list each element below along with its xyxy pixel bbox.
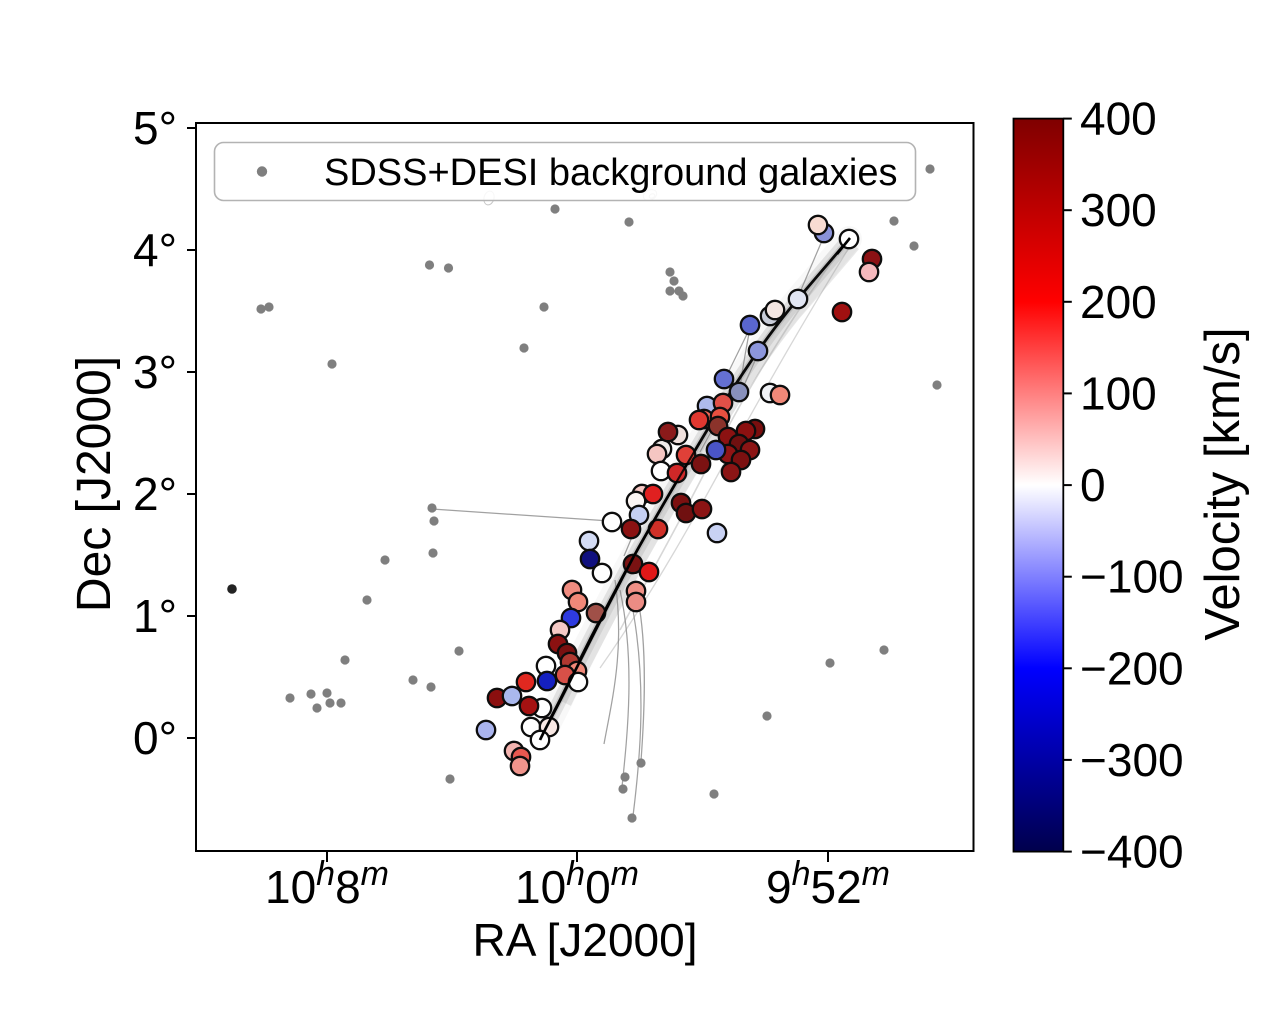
svg-text:Velocity [km/s]: Velocity [km/s] [1196,327,1250,640]
svg-text:−300: −300 [1080,734,1184,786]
svg-text:SDSS+DESI background galaxies: SDSS+DESI background galaxies [324,152,898,194]
svg-text:200: 200 [1080,276,1157,328]
svg-text:300: 300 [1080,184,1157,236]
svg-text:2°: 2° [133,468,177,520]
svg-text:400: 400 [1080,93,1157,145]
svg-text:−100: −100 [1080,551,1184,603]
svg-text:3°: 3° [133,346,177,398]
svg-text:0°: 0° [133,712,177,764]
svg-text:10h0m: 10h0m [515,855,639,913]
svg-text:4°: 4° [133,224,177,276]
svg-text:5°: 5° [133,102,177,154]
svg-text:RA [J2000]: RA [J2000] [472,914,697,966]
svg-text:0: 0 [1080,459,1106,511]
svg-text:Dec [J2000]: Dec [J2000] [68,356,121,612]
svg-text:−400: −400 [1080,826,1184,878]
svg-text:100: 100 [1080,367,1157,419]
svg-text:1°: 1° [133,590,177,642]
svg-text:−200: −200 [1080,642,1184,694]
